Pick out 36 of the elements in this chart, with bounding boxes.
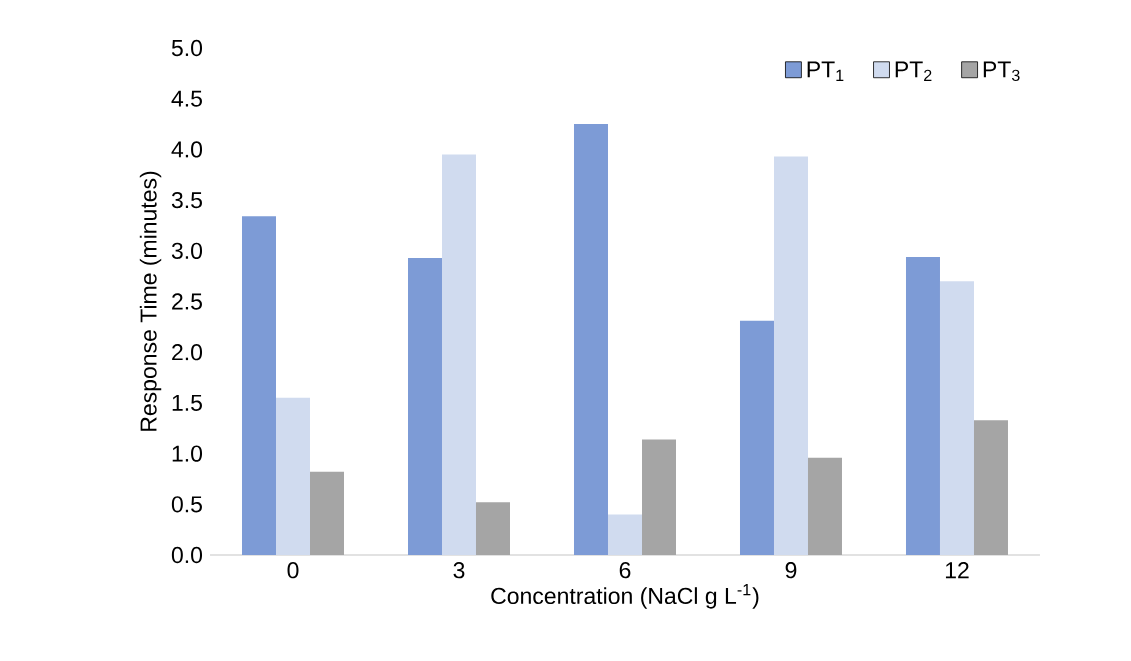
y-tick-label: 4.5 bbox=[171, 90, 202, 107]
y-tick-label: 4.0 bbox=[171, 141, 203, 158]
y-tick-label: 0.5 bbox=[171, 496, 202, 513]
bar bbox=[310, 471, 344, 555]
bar bbox=[442, 154, 476, 555]
bar bbox=[408, 257, 442, 555]
x-axis-title: Concentration (NaCl g L$^{-1}$) bbox=[491, 584, 759, 609]
y-axis-title: Response Time (minutes) bbox=[139, 171, 162, 431]
bar bbox=[242, 216, 276, 555]
y-tick-label: 3.0 bbox=[171, 242, 203, 259]
bar bbox=[774, 156, 808, 555]
x-tick-label: 12 bbox=[945, 562, 969, 579]
y-tick-label: 2.5 bbox=[172, 293, 202, 310]
x-tick-label: 6 bbox=[619, 562, 631, 579]
bar bbox=[642, 439, 676, 555]
y-tick-label: 1.0 bbox=[172, 445, 203, 462]
bar bbox=[905, 256, 940, 555]
y-tick-label: 2.0 bbox=[172, 344, 203, 361]
legend-label: PT$_{1}$ bbox=[807, 61, 844, 81]
y-tick-label: 3.5 bbox=[171, 191, 202, 209]
bar bbox=[607, 514, 642, 555]
y-tick-label: 1.5 bbox=[172, 394, 202, 411]
bar bbox=[573, 124, 608, 555]
bar bbox=[476, 502, 510, 555]
bar bbox=[276, 397, 310, 555]
bar bbox=[939, 281, 974, 555]
legend-label: PT$_{2}$ bbox=[895, 61, 932, 81]
legend-label: PT$_{3}$ bbox=[983, 61, 1020, 82]
y-tick-label: 0.0 bbox=[171, 546, 203, 564]
y-tick-label: 5.0 bbox=[171, 39, 203, 57]
x-tick-label: 3 bbox=[453, 562, 465, 579]
bar bbox=[973, 420, 1008, 555]
x-tick-label: 0 bbox=[287, 562, 299, 579]
bar bbox=[807, 457, 842, 555]
x-tick-label: 9 bbox=[785, 562, 797, 579]
bar bbox=[739, 320, 774, 555]
